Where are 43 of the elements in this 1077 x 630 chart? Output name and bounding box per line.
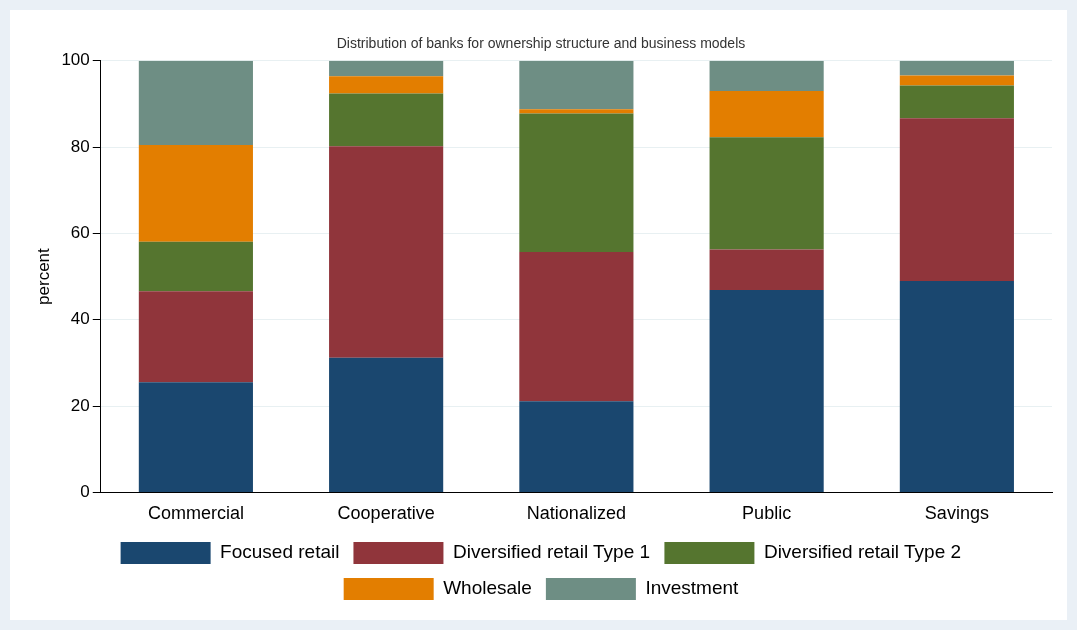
y-tick-label: 0: [80, 482, 90, 502]
legend-label: Diversified retail Type 1: [452, 541, 651, 563]
bar: [138, 144, 253, 242]
bar: [899, 85, 1014, 119]
bar: [709, 91, 824, 138]
legend-label: Diversified retail Type 2: [763, 541, 962, 563]
bar: [329, 146, 444, 358]
y-tick-label: 80: [70, 136, 90, 156]
y-tick-label: 40: [70, 309, 90, 329]
bar: [138, 382, 253, 492]
bar: [329, 357, 444, 492]
bar: [138, 241, 253, 292]
bar: [329, 93, 444, 147]
legend-label: Investment: [645, 577, 740, 599]
bar: [138, 291, 253, 383]
bar: [899, 280, 1014, 492]
x-tick-label: Public: [742, 503, 792, 524]
bar: [709, 137, 824, 250]
bar: [899, 75, 1014, 86]
legend-label: Wholesale: [443, 577, 532, 599]
bar: [519, 60, 634, 110]
y-tick-label: 60: [70, 223, 90, 243]
bar: [329, 60, 444, 77]
bar: [709, 249, 824, 290]
bar: [709, 60, 824, 92]
bar: [899, 60, 1014, 76]
x-tick-label: Commercial: [147, 503, 244, 524]
bar: [519, 252, 634, 402]
y-axis-title: percent: [33, 247, 53, 305]
chart-title: Distribution of banks for ownership structure and business models: [336, 35, 746, 52]
x-tick-label: Savings: [924, 503, 989, 524]
bar: [519, 113, 634, 252]
x-tick-label: Cooperative: [337, 503, 435, 524]
bar: [519, 401, 634, 492]
bar: [709, 289, 824, 492]
x-tick-label: Nationalized: [526, 503, 626, 524]
legend-label: Focused retail: [220, 541, 340, 563]
y-tick-label: 100: [61, 50, 90, 70]
bar: [519, 109, 634, 114]
bar: [138, 60, 253, 145]
bar: [899, 118, 1014, 281]
y-tick-label: 20: [70, 395, 90, 415]
bar: [329, 76, 444, 94]
